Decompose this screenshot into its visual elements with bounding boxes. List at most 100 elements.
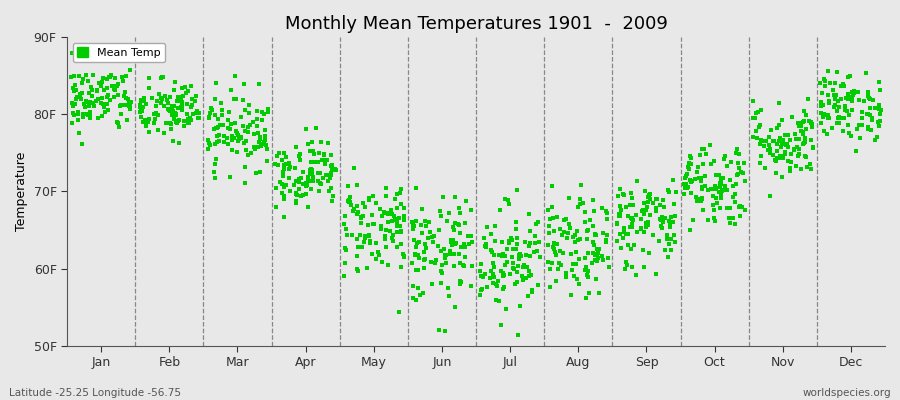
- Point: [728, 221, 742, 228]
- Point: [487, 274, 501, 281]
- Point: [832, 120, 846, 126]
- Point: [643, 212, 657, 218]
- Point: [343, 202, 357, 208]
- Point: [350, 203, 365, 209]
- Point: [529, 248, 544, 254]
- Point: [508, 246, 523, 252]
- Point: [553, 248, 567, 254]
- Point: [789, 136, 804, 142]
- Point: [454, 230, 468, 237]
- Point: [414, 222, 428, 228]
- Point: [806, 124, 820, 130]
- Point: [544, 260, 559, 266]
- Point: [357, 235, 372, 241]
- Point: [445, 242, 459, 248]
- Point: [846, 88, 860, 94]
- Point: [613, 231, 627, 238]
- Point: [507, 266, 521, 272]
- Point: [790, 120, 805, 126]
- Point: [259, 142, 274, 149]
- Point: [548, 249, 562, 256]
- Point: [563, 225, 578, 231]
- Point: [438, 252, 453, 258]
- Point: [568, 238, 582, 245]
- Point: [736, 170, 751, 176]
- Point: [873, 111, 887, 118]
- Point: [341, 198, 356, 204]
- Point: [141, 116, 156, 122]
- Point: [695, 186, 709, 192]
- Point: [718, 153, 733, 160]
- Point: [81, 98, 95, 105]
- Point: [818, 83, 832, 90]
- Point: [509, 235, 524, 241]
- Point: [315, 157, 329, 163]
- Point: [861, 95, 876, 101]
- Point: [768, 156, 782, 163]
- Point: [473, 272, 488, 279]
- Point: [800, 164, 814, 170]
- Point: [437, 255, 452, 262]
- Point: [714, 192, 728, 199]
- Point: [184, 116, 198, 123]
- Point: [641, 194, 655, 200]
- Point: [230, 148, 244, 155]
- Point: [499, 252, 513, 259]
- Point: [75, 80, 89, 86]
- Point: [324, 152, 338, 158]
- Point: [502, 240, 517, 246]
- Point: [479, 244, 493, 250]
- Point: [251, 144, 266, 150]
- Point: [590, 258, 605, 264]
- Point: [439, 252, 454, 258]
- Point: [350, 182, 365, 188]
- Point: [829, 108, 843, 114]
- Point: [289, 191, 303, 197]
- Point: [417, 265, 431, 271]
- Point: [228, 135, 242, 142]
- Point: [732, 165, 746, 172]
- Point: [309, 124, 323, 131]
- Point: [706, 193, 720, 199]
- Point: [350, 210, 365, 217]
- Point: [251, 130, 266, 137]
- Point: [82, 90, 96, 96]
- Point: [527, 240, 542, 246]
- Point: [394, 228, 409, 235]
- Point: [715, 181, 729, 188]
- Point: [325, 164, 339, 170]
- Point: [484, 268, 499, 274]
- Y-axis label: Temperature: Temperature: [15, 152, 28, 231]
- Point: [729, 181, 743, 188]
- Point: [505, 260, 519, 267]
- Point: [842, 91, 856, 98]
- Point: [772, 100, 787, 106]
- Point: [70, 110, 85, 117]
- Point: [520, 264, 535, 270]
- Point: [657, 204, 671, 210]
- Point: [850, 126, 864, 132]
- Point: [299, 183, 313, 190]
- Point: [644, 196, 658, 202]
- Point: [86, 86, 100, 93]
- Point: [328, 166, 343, 172]
- Point: [171, 118, 185, 124]
- Point: [114, 74, 129, 80]
- Point: [548, 252, 562, 258]
- Point: [230, 132, 245, 138]
- Point: [783, 150, 797, 157]
- Point: [328, 167, 343, 173]
- Point: [713, 180, 727, 186]
- Point: [313, 170, 328, 176]
- Point: [854, 122, 868, 128]
- Point: [412, 254, 427, 261]
- Point: [814, 120, 828, 126]
- Point: [261, 106, 275, 113]
- Point: [379, 244, 393, 250]
- Point: [805, 136, 819, 143]
- Point: [553, 226, 567, 232]
- Point: [349, 253, 364, 260]
- Point: [612, 202, 626, 209]
- Point: [249, 108, 264, 114]
- Point: [390, 191, 404, 197]
